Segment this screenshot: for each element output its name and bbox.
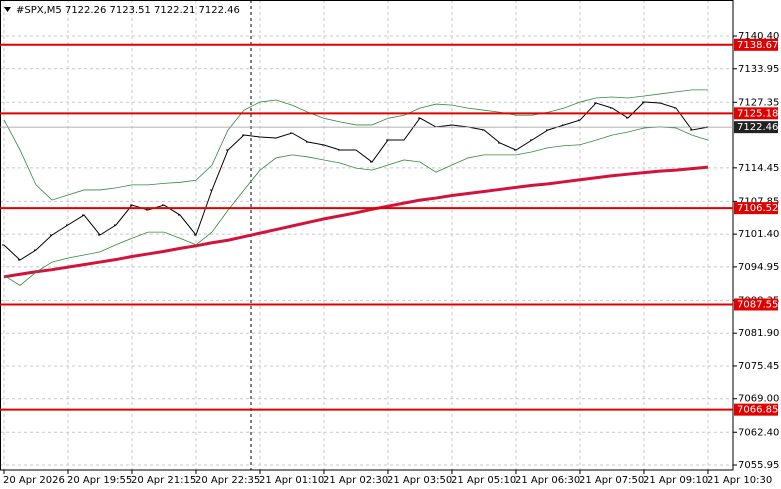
plot-frame [0, 0, 734, 471]
x-tick-label: 21 Apr 07:50 [579, 475, 644, 486]
y-tick-label: 7069.00 [738, 394, 779, 405]
x-tick-label: 21 Apr 09:10 [643, 475, 708, 486]
y-tick-label: 7062.40 [738, 427, 779, 438]
y-tick-label: 7055.95 [738, 460, 779, 471]
series-line [3, 165, 709, 279]
x-tick-label: 21 Apr 03:50 [387, 475, 452, 486]
level-label: 7106.52 [737, 203, 778, 214]
y-tick-label: 7107.85 [738, 196, 779, 207]
x-tick-label: 20 Apr 19:55 [67, 475, 132, 486]
x-tick-label: 21 Apr 02:30 [323, 475, 388, 486]
price-label: 7122.46 [737, 122, 778, 133]
x-tick-label: 20 Apr 21:15 [131, 475, 196, 486]
level-badge [734, 38, 778, 51]
x-tick-label: 20 Apr 22:35 [195, 475, 260, 486]
y-tick-label: 7081.90 [738, 328, 779, 339]
y-tick-label: 7075.45 [738, 361, 779, 372]
price-badge [734, 121, 778, 134]
level-label: 7066.85 [737, 405, 778, 416]
y-tick-label: 7127.35 [738, 97, 779, 108]
level-label: 7138.67 [737, 40, 778, 51]
level-badge [734, 298, 778, 311]
y-tick-label: 7094.95 [738, 262, 779, 273]
level-label: 7125.18 [737, 108, 778, 119]
level-badge [734, 202, 778, 215]
level-label: 7087.55 [737, 299, 778, 310]
y-tick-label: 7101.40 [738, 229, 779, 240]
x-tick-label: 21 Apr 10:30 [707, 475, 772, 486]
level-badge [734, 107, 778, 120]
x-tick-label: 21 Apr 06:30 [515, 475, 580, 486]
level-badge [734, 403, 778, 416]
dropdown-icon[interactable] [4, 7, 11, 12]
x-tick-label: 21 Apr 01:10 [259, 475, 324, 486]
x-tick-label: 21 Apr 05:10 [451, 475, 516, 486]
y-tick-label: 7114.45 [738, 163, 779, 174]
y-tick-label: 7140.40 [738, 31, 779, 42]
x-tick-label: 20 Apr 2026 [3, 475, 65, 486]
y-tick-label: 7133.95 [738, 64, 779, 75]
chart-title: #SPX,M5 7122.26 7123.51 7122.21 7122.46 [16, 5, 240, 16]
series-line [3, 89, 708, 201]
series-line [3, 126, 709, 286]
